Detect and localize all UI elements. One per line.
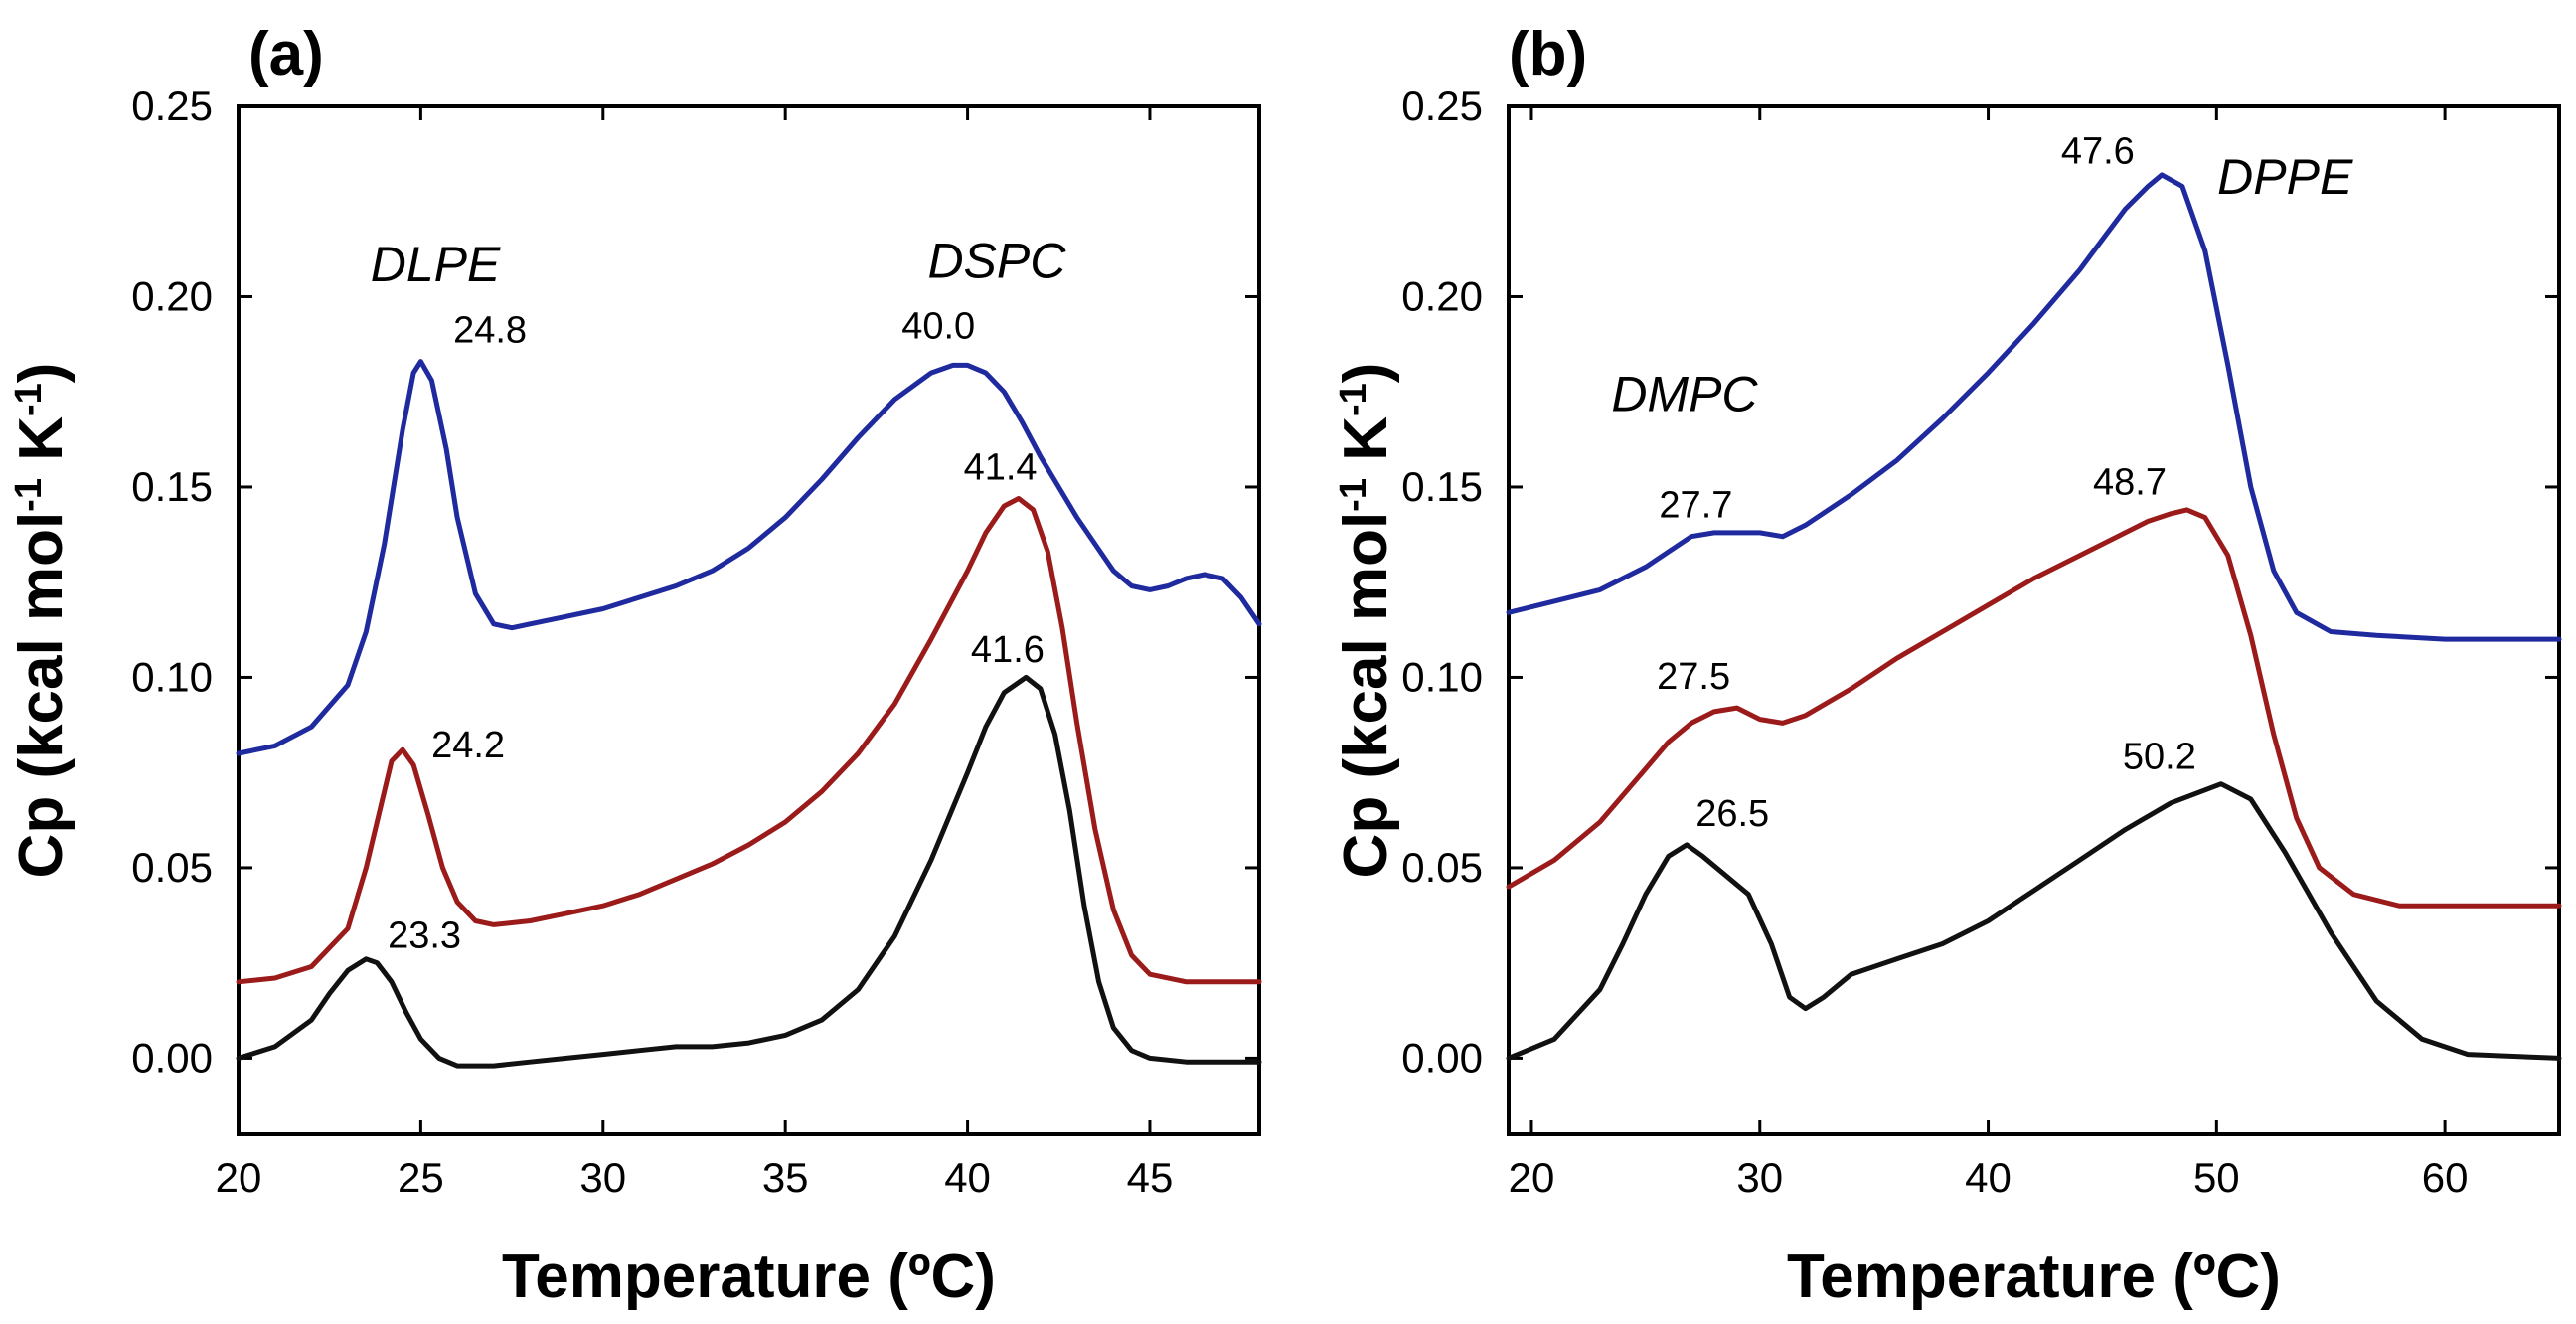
plot-frame <box>1507 104 2561 1136</box>
peak-label: 47.6 <box>2061 130 2135 172</box>
x-tick-label: 25 <box>398 1154 444 1201</box>
panel-label: (a) <box>248 20 324 88</box>
series-line-black <box>236 674 1262 1069</box>
x-axis-title: Temperature (ºC) <box>1787 1242 2281 1311</box>
y-tick-label: 0.05 <box>131 844 213 891</box>
y-tick-label: 0.25 <box>1401 83 1483 129</box>
peak-label: 24.2 <box>431 725 505 766</box>
peak-label: 41.6 <box>971 629 1045 671</box>
y-tick-label: 0.25 <box>131 83 213 129</box>
x-tick-label: 40 <box>1965 1154 2012 1201</box>
peak-label: 50.2 <box>2123 736 2196 777</box>
x-tick-label: 45 <box>1127 1154 1174 1201</box>
y-tick-label: 0.20 <box>1401 272 1483 319</box>
y-tick-label: 0.15 <box>131 463 213 510</box>
peak-label: 48.7 <box>2093 462 2167 504</box>
peak-label: 27.7 <box>1659 485 1732 527</box>
y-tick-label: 0.00 <box>1401 1034 1483 1080</box>
x-tick-label: 50 <box>2193 1154 2240 1201</box>
y-tick-label: 0.20 <box>131 272 213 319</box>
peak-label: 26.5 <box>1695 793 1769 835</box>
compound-label: DLPE <box>371 237 501 292</box>
peak-label: 27.5 <box>1657 656 1730 698</box>
series-line-blue <box>236 359 1262 756</box>
peak-label: 23.3 <box>388 914 461 956</box>
x-tick-label: 20 <box>216 1154 262 1201</box>
series-line-red <box>1506 507 2562 909</box>
x-tick-label: 40 <box>944 1154 991 1201</box>
y-axis-title: Cp (kcal mol-1 K-1) <box>7 363 76 879</box>
y-tick-label: 0.00 <box>131 1034 213 1080</box>
x-tick-label: 30 <box>579 1154 626 1201</box>
series-line-blue <box>1506 172 2562 642</box>
y-axis-title: Cp (kcal mol-1 K-1) <box>1332 363 1400 879</box>
x-tick-label: 20 <box>1509 1154 1555 1201</box>
x-tick-label: 30 <box>1736 1154 1783 1201</box>
y-tick-label: 0.05 <box>1401 844 1483 891</box>
compound-label: DSPC <box>927 233 1066 288</box>
y-tick-label: 0.10 <box>1401 653 1483 700</box>
peak-label: 24.8 <box>453 309 527 351</box>
compound-label: DPPE <box>2217 149 2353 205</box>
peak-label: 40.0 <box>901 306 975 348</box>
compound-label: DMPC <box>1611 366 1758 421</box>
series-line-black <box>1506 781 2562 1061</box>
chart-panel-a: 20 25 30 35 40 45 0.00 0.05 0.10 0.15 0.20 0.25 DLPE… <box>7 20 1262 1311</box>
y-tick-label: 0.10 <box>131 653 213 700</box>
series-line-red <box>236 496 1262 985</box>
chart-panel-b: 20 30 40 50 60 0.00 0.05 0.10 0.15 0.20 0.25 DPPE DM… <box>1332 20 2562 1311</box>
peak-label: 41.4 <box>964 446 1038 488</box>
x-tick-label: 35 <box>762 1154 809 1201</box>
x-tick-label: 60 <box>2422 1154 2469 1201</box>
y-tick-label: 0.15 <box>1401 463 1483 510</box>
x-axis-title: Temperature (ºC) <box>502 1242 996 1311</box>
panel-label: (b) <box>1509 20 1587 88</box>
